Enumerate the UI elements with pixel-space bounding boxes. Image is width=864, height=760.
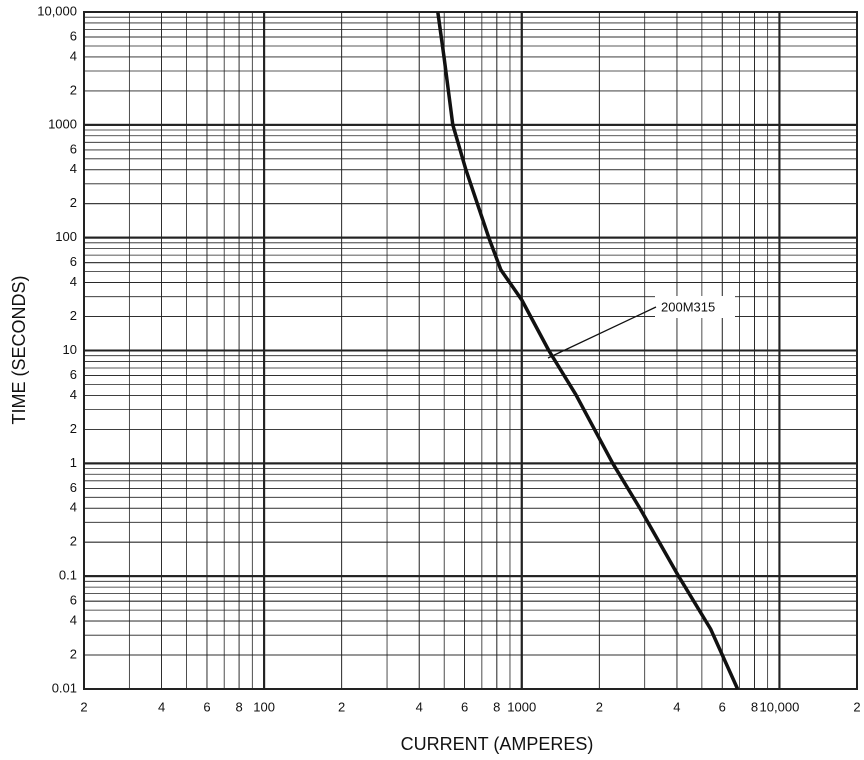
y-tick-label: 4 <box>70 48 77 63</box>
curve-label-bg <box>655 296 735 318</box>
x-tick-label: 10,000 <box>760 699 800 714</box>
x-tick-label: 4 <box>416 699 423 714</box>
y-tick-label: 0.1 <box>59 568 77 583</box>
y-tick-label: 4 <box>70 500 77 515</box>
x-tick-label: 6 <box>719 699 726 714</box>
x-tick-label: 8 <box>751 699 758 714</box>
y-tick-label: 6 <box>70 593 77 608</box>
y-tick-label: 2 <box>70 82 77 97</box>
y-tick-label: 6 <box>70 367 77 382</box>
y-tick-label: 0.01 <box>52 680 77 695</box>
y-tick-label: 4 <box>70 387 77 402</box>
plot-frame <box>83 11 858 690</box>
x-tick-label: 2 <box>853 699 860 714</box>
y-tick-label: 2 <box>70 534 77 549</box>
curve <box>436 11 740 690</box>
x-tick-label: 8 <box>236 699 243 714</box>
x-tick-label: 4 <box>673 699 680 714</box>
y-tick-label: 2 <box>70 308 77 323</box>
y-tick-label: 6 <box>70 28 77 43</box>
y-tick-label: 100 <box>55 229 77 244</box>
leader-line <box>547 306 657 359</box>
y-tick-label: 1 <box>70 455 77 470</box>
x-tick-label: 6 <box>461 699 468 714</box>
y-axis-title: TIME (SECONDS) <box>9 275 29 424</box>
x-tick-label: 100 <box>253 699 275 714</box>
x-tick-label: 2 <box>80 699 87 714</box>
y-tick-label: 6 <box>70 141 77 156</box>
curve-label: 200M315 <box>661 299 715 314</box>
y-tick-label: 4 <box>70 274 77 289</box>
y-tick-label: 6 <box>70 480 77 495</box>
x-tick-label: 4 <box>158 699 165 714</box>
x-tick-label: 2 <box>338 699 345 714</box>
y-tick-label: 1000 <box>48 116 77 131</box>
x-tick-label: 8 <box>493 699 500 714</box>
y-tick-label: 4 <box>70 161 77 176</box>
x-tick-label: 2 <box>596 699 603 714</box>
x-axis-title: CURRENT (AMPERES) <box>401 734 594 754</box>
x-tick-label: 6 <box>203 699 210 714</box>
y-tick-label: 4 <box>70 613 77 628</box>
y-tick-label: 10 <box>63 342 77 357</box>
y-tick-label: 6 <box>70 254 77 269</box>
y-tick-label: 2 <box>70 646 77 661</box>
y-tick-label: 10,000 <box>37 3 77 18</box>
y-tick-label: 2 <box>70 421 77 436</box>
y-tick-label: 2 <box>70 195 77 210</box>
x-tick-label: 1000 <box>507 699 536 714</box>
